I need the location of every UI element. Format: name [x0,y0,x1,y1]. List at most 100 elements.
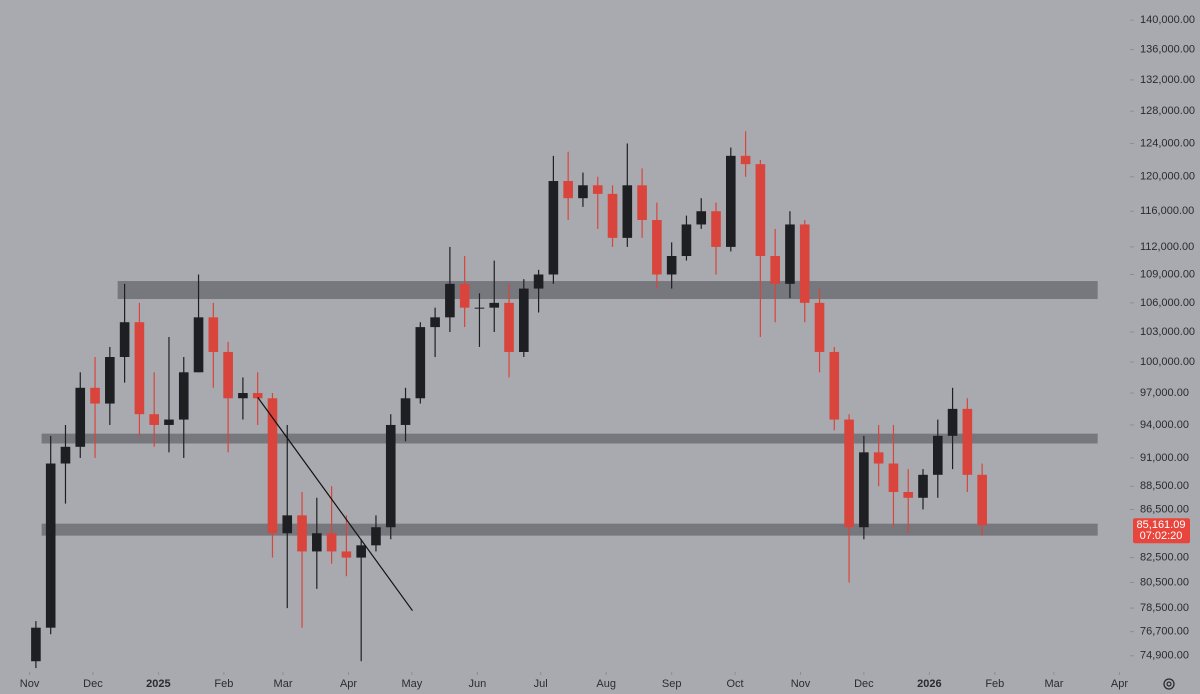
y-tick-label: 100,000.00 [1140,356,1195,368]
x-tick-label: Sep [662,678,682,690]
y-tick-label: 91,000.00 [1140,452,1189,464]
candle-body [267,398,278,534]
y-tick-label: 136,000.00 [1140,43,1195,55]
candle-body [282,515,293,534]
candle-body [873,452,884,464]
candle-body [548,181,559,275]
gear-center [1166,681,1172,687]
candle-body [859,452,869,528]
candle-body [238,393,248,399]
candle-body [829,351,840,420]
candle-body [474,307,485,309]
y-tick-label: 94,000.00 [1140,419,1189,431]
gear-ring [1163,678,1175,690]
candle-body [90,387,100,404]
y-tick-label: 116,000.00 [1140,205,1194,217]
x-tick-label: Feb [214,678,233,690]
y-tick-label: 124,000.00 [1140,137,1195,149]
candle-body [947,408,958,436]
candle-body [652,220,662,275]
y-tick-label: 80,500.00 [1140,576,1189,588]
y-tick-label: 86,500.00 [1140,503,1189,515]
candle-body [489,302,500,308]
x-tick-label: Jun [468,678,486,690]
y-tick-label: 97,000.00 [1140,387,1189,399]
x-tick-label: Apr [340,678,357,690]
candle-body [223,351,233,399]
candle-body [459,283,470,308]
candle-body [356,545,366,558]
x-tick-label: Feb [985,678,1004,690]
candle-body [371,527,381,546]
candle-body [962,408,973,475]
x-tick-label: Apr [1111,678,1128,690]
candle-body [519,288,529,352]
y-tick-label: 103,000.00 [1140,326,1195,338]
candle-body [755,164,766,257]
y-tick-label: 109,000.00 [1140,268,1195,280]
y-tick-label: 74,900.00 [1140,650,1189,662]
candle-body [725,155,736,247]
candle-body [208,317,219,352]
candle-body [666,256,677,275]
y-tick-label: 132,000.00 [1140,74,1195,86]
candle-body [430,317,440,328]
candle-body [297,515,307,552]
zone [117,281,1098,300]
candle-body [977,474,987,526]
x-tick-label: 2026 [917,678,941,690]
candle-body [149,414,159,425]
candle-body [164,419,174,425]
x-tick-label: Dec [83,678,103,690]
candle-body [563,181,573,199]
candle-body [134,322,145,415]
candle-body [119,322,130,358]
candle-body [445,283,455,318]
x-tick-label: Mar [1044,678,1063,690]
candle-body [252,393,263,399]
candle-body [814,302,825,352]
candle-body [903,491,914,498]
candle-body [637,185,647,221]
price-label: 85,161.09 [1137,519,1186,531]
candle-body [341,551,352,558]
candle-body [592,185,603,194]
candle-body [696,211,707,225]
settings-icon[interactable] [1163,678,1175,690]
candle-body [60,446,71,464]
candle-body [844,419,854,528]
candle-body [918,474,928,498]
candle-body [607,193,618,238]
x-tick-label: Dec [854,678,874,690]
candle-body [681,224,692,257]
y-tick-label: 106,000.00 [1140,297,1195,309]
candle-body [740,155,751,165]
y-tick-label: 88,500.00 [1140,480,1189,492]
candle-body [932,435,943,475]
x-tick-label: May [401,678,422,690]
y-tick-label: 120,000.00 [1140,171,1195,183]
x-tick-label: 2025 [146,678,170,690]
candle-body [578,185,588,199]
x-tick-label: Aug [596,678,616,690]
candle-body [312,533,322,552]
candle-body [711,211,721,247]
candle-body [785,224,795,284]
zone [41,523,1098,536]
candle-body [385,424,396,528]
candle-body [888,463,899,492]
candle-body [770,256,780,284]
x-tick-label: Mar [274,678,293,690]
y-tick-label: 140,000.00 [1140,14,1195,26]
x-tick-label: Nov [791,678,811,690]
candle-body [178,372,189,420]
candle-body [504,302,514,352]
zone [41,433,1098,444]
price-label-box [1133,518,1190,544]
candle-body [400,398,411,425]
y-tick-label: 76,700.00 [1140,626,1189,638]
countdown: 07:02:20 [1140,530,1183,542]
candle-body [45,463,56,628]
